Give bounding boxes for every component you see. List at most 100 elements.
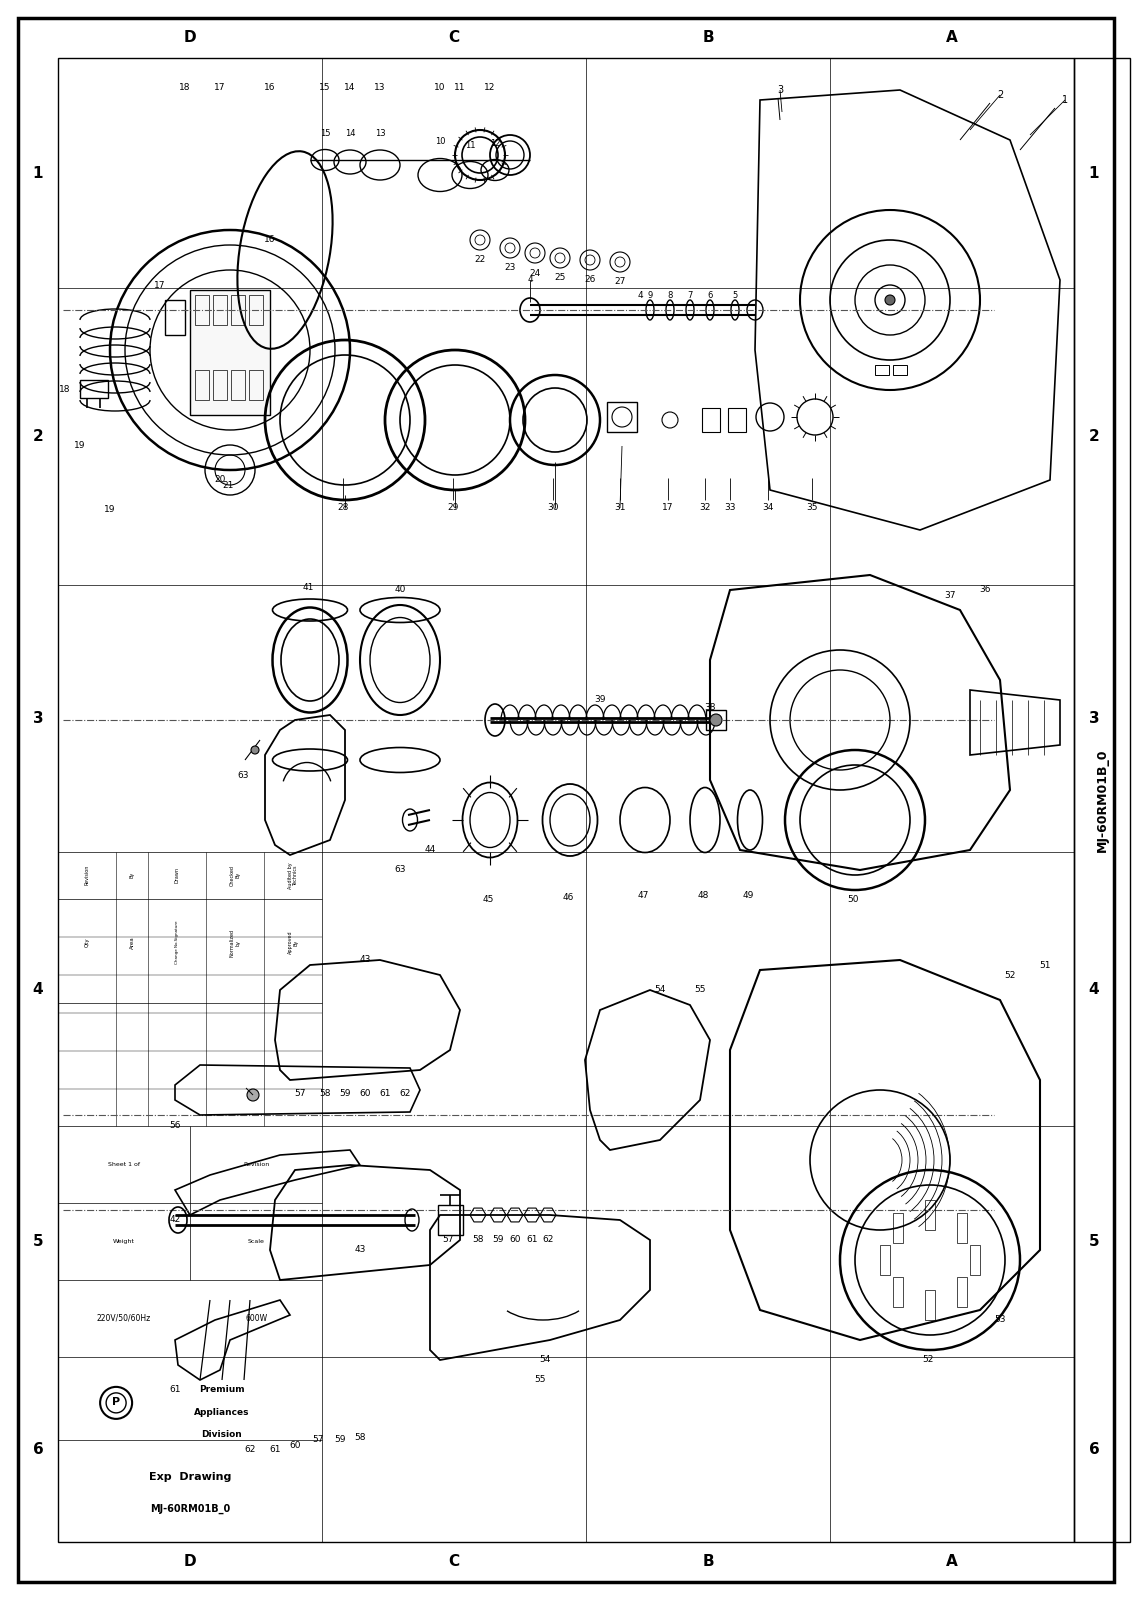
Text: 27: 27 xyxy=(615,277,626,286)
Text: 61: 61 xyxy=(170,1386,181,1395)
Bar xyxy=(728,408,746,432)
Text: 57: 57 xyxy=(294,1088,306,1098)
Text: Division: Division xyxy=(201,1430,242,1438)
Text: 41: 41 xyxy=(302,584,314,592)
Text: Exp  Drawing: Exp Drawing xyxy=(149,1472,231,1482)
Bar xyxy=(213,294,228,325)
Text: Revision: Revision xyxy=(85,866,89,885)
Text: 42: 42 xyxy=(170,1216,181,1224)
Text: 45: 45 xyxy=(482,896,494,904)
Text: 57: 57 xyxy=(312,1435,324,1445)
Text: 4: 4 xyxy=(33,982,43,997)
Text: Appliances: Appliances xyxy=(194,1408,249,1416)
Text: 34: 34 xyxy=(762,504,773,512)
Text: 16: 16 xyxy=(264,235,276,245)
Text: D: D xyxy=(183,1555,196,1570)
Text: Drawn: Drawn xyxy=(174,867,179,883)
Bar xyxy=(1074,58,1130,1542)
Text: 40: 40 xyxy=(394,586,405,595)
Text: 4: 4 xyxy=(528,275,533,285)
Text: Qty: Qty xyxy=(85,938,89,947)
Text: 600W: 600W xyxy=(245,1314,267,1323)
Text: 58: 58 xyxy=(319,1088,331,1098)
Text: MJ-60RM01B_0: MJ-60RM01B_0 xyxy=(1096,749,1108,851)
Text: 30: 30 xyxy=(547,504,559,512)
Bar xyxy=(925,1290,935,1320)
Text: 24: 24 xyxy=(530,269,541,277)
Text: 6: 6 xyxy=(33,1442,43,1456)
Text: A: A xyxy=(946,30,958,45)
Text: 62: 62 xyxy=(400,1088,411,1098)
Text: 48: 48 xyxy=(697,891,709,899)
Text: Sheet 1 of: Sheet 1 of xyxy=(108,1162,140,1168)
Bar xyxy=(893,365,907,374)
Text: 26: 26 xyxy=(584,275,595,285)
Bar xyxy=(438,1205,463,1235)
Text: 19: 19 xyxy=(75,440,86,450)
Bar xyxy=(249,294,263,325)
Text: 23: 23 xyxy=(505,264,516,272)
Text: Approved
By: Approved By xyxy=(288,931,299,954)
Text: 8: 8 xyxy=(667,291,672,299)
Text: 2: 2 xyxy=(33,429,43,443)
Bar xyxy=(195,294,209,325)
Text: 4: 4 xyxy=(1089,982,1099,997)
Text: Change No.Signature: Change No.Signature xyxy=(174,920,179,965)
Text: 44: 44 xyxy=(424,845,436,854)
Text: 60: 60 xyxy=(290,1440,301,1450)
Bar xyxy=(165,301,185,334)
Text: 1: 1 xyxy=(1089,165,1099,181)
Text: 57: 57 xyxy=(443,1235,454,1245)
Text: 2: 2 xyxy=(997,90,1003,99)
Bar xyxy=(970,1245,980,1275)
Text: 19: 19 xyxy=(104,506,115,515)
Bar xyxy=(249,370,263,400)
Text: 59: 59 xyxy=(340,1088,351,1098)
Text: 60: 60 xyxy=(359,1088,371,1098)
Text: By: By xyxy=(129,872,135,878)
Text: Normalized
by: Normalized by xyxy=(230,928,240,957)
Text: 10: 10 xyxy=(435,136,445,146)
Text: 32: 32 xyxy=(700,504,711,512)
Text: 54: 54 xyxy=(654,986,666,995)
Circle shape xyxy=(885,294,895,306)
Text: 55: 55 xyxy=(694,986,705,995)
Text: 31: 31 xyxy=(615,504,626,512)
Bar xyxy=(231,370,245,400)
Text: 62: 62 xyxy=(245,1445,256,1454)
Text: 59: 59 xyxy=(492,1235,504,1245)
Text: 59: 59 xyxy=(334,1435,345,1445)
Text: Weight: Weight xyxy=(113,1238,135,1243)
Text: 1: 1 xyxy=(33,165,43,181)
Text: 11: 11 xyxy=(465,141,475,149)
Text: 5: 5 xyxy=(1089,1234,1099,1250)
Text: 15: 15 xyxy=(319,83,331,93)
Text: 49: 49 xyxy=(743,891,754,899)
Text: 14: 14 xyxy=(344,83,355,93)
Circle shape xyxy=(251,746,259,754)
Text: Area: Area xyxy=(129,936,135,949)
Text: 61: 61 xyxy=(269,1445,281,1454)
Text: 13: 13 xyxy=(375,83,386,93)
Bar xyxy=(190,290,271,414)
Text: 25: 25 xyxy=(555,274,566,283)
Text: 37: 37 xyxy=(944,590,955,600)
Bar xyxy=(607,402,637,432)
Bar xyxy=(875,365,889,374)
Text: 53: 53 xyxy=(994,1315,1005,1325)
Text: 1: 1 xyxy=(1062,94,1069,106)
Text: C: C xyxy=(448,1555,460,1570)
Text: 52: 52 xyxy=(923,1355,934,1365)
Text: 14: 14 xyxy=(345,130,355,139)
Text: 58: 58 xyxy=(472,1235,483,1245)
Bar xyxy=(213,370,228,400)
Bar xyxy=(957,1277,967,1307)
Text: 2: 2 xyxy=(1089,429,1099,443)
Text: 4: 4 xyxy=(637,291,643,299)
Text: 50: 50 xyxy=(847,896,859,904)
Text: C: C xyxy=(448,30,460,45)
Text: 16: 16 xyxy=(264,83,276,93)
Text: 3: 3 xyxy=(33,710,43,726)
Text: MJ-60RM01B_0: MJ-60RM01B_0 xyxy=(149,1504,230,1514)
Text: 39: 39 xyxy=(594,696,606,704)
